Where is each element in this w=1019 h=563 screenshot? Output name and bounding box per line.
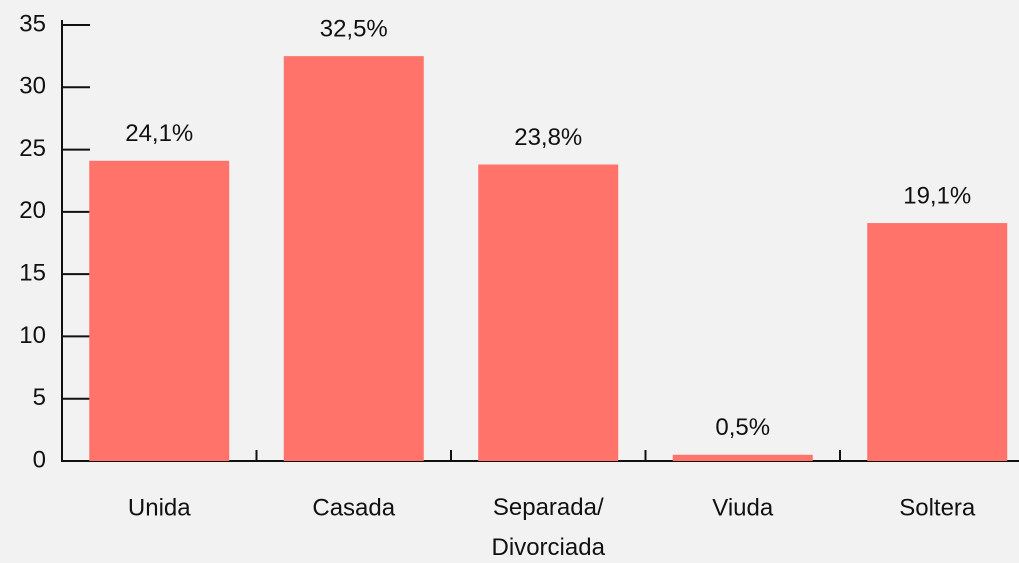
bar <box>478 164 619 461</box>
data-label: 0,5% <box>715 414 770 441</box>
y-tick-label: 10 <box>19 322 46 349</box>
data-label: 23,8% <box>514 124 582 151</box>
y-tick-label: 20 <box>19 197 46 224</box>
data-label: 19,1% <box>903 182 971 209</box>
bar <box>867 223 1008 461</box>
bar <box>89 160 230 462</box>
y-tick-label: 35 <box>19 10 46 37</box>
y-tick-label: 0 <box>33 446 46 473</box>
bar <box>672 454 813 461</box>
x-tick-label: Viuda <box>712 494 774 521</box>
y-tick-label: 5 <box>33 384 46 411</box>
y-tick-label: 15 <box>19 259 46 286</box>
y-tick-label: 30 <box>19 73 46 100</box>
data-label: 32,5% <box>320 15 388 42</box>
x-tick-label: Unida <box>128 494 191 521</box>
x-tick-label: Separada/Divorciada <box>492 494 606 561</box>
bar <box>283 56 424 462</box>
y-tick-label: 25 <box>19 135 46 162</box>
x-tick-label: Soltera <box>899 494 976 521</box>
data-label: 24,1% <box>125 120 193 147</box>
x-tick-label: Casada <box>312 494 395 521</box>
